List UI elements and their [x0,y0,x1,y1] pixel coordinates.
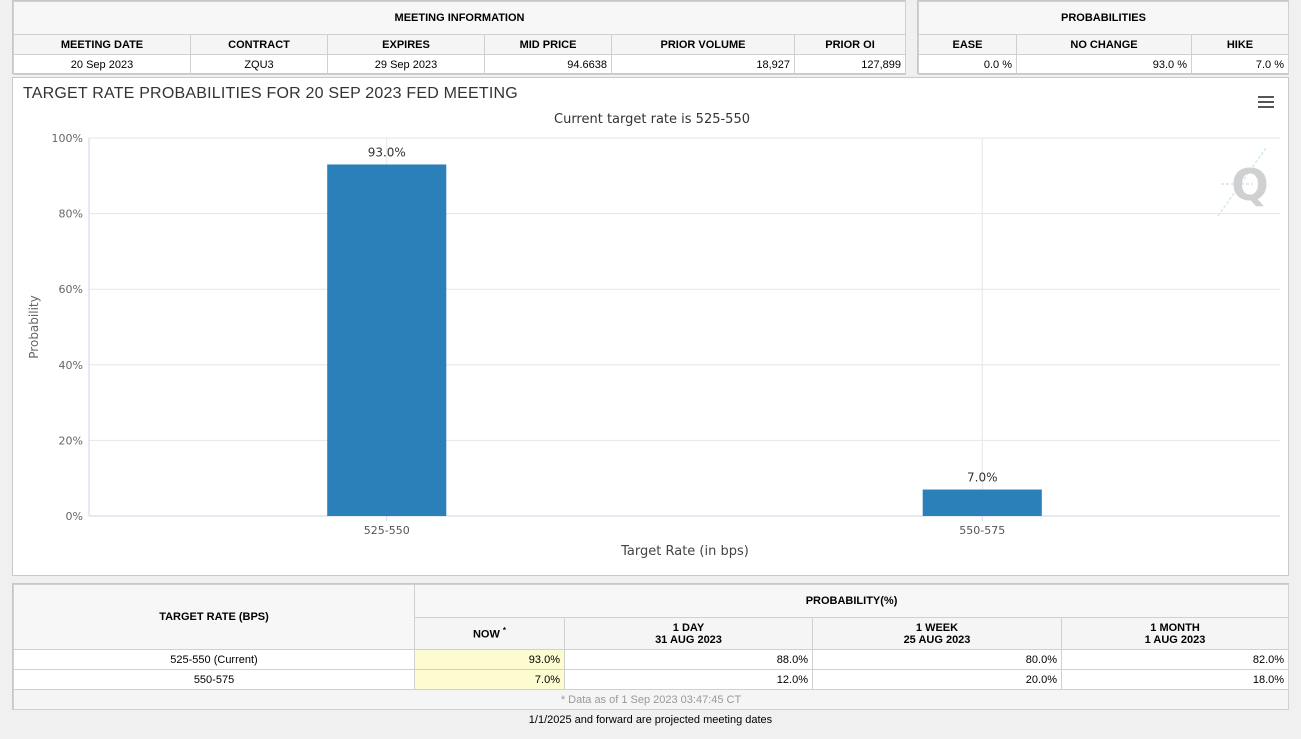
y-axis-label: Probability [27,295,41,358]
rate-cell: 525-550 (Current) [13,649,415,670]
y-tick-label: 40% [59,359,83,372]
week-cell: 20.0% [812,669,1062,690]
col-expires: EXPIRES [327,34,485,55]
probabilities-header: PROBABILITIES [917,1,1290,35]
now-cell: 7.0% [414,669,565,690]
x-tick-label: 550-575 [959,524,1005,537]
data-label: 7.0% [967,471,998,485]
probabilities-table: PROBABILITIES EASE NO CHANGE HIKE 0.0 % … [917,1,1290,75]
bar-525-550[interactable] [327,164,447,516]
no-change-value: 93.0 % [1016,54,1192,75]
y-axis-ticks: 0% 20% 40% 60% 80% 100% [52,132,83,523]
chart-panel: TARGET RATE PROBABILITIES FOR 20 SEP 202… [12,77,1289,576]
meeting-date-value: 20 Sep 2023 [13,54,191,75]
col-now: NOW * [414,617,565,650]
data-label: 93.0% [368,145,406,159]
col-no-change: NO CHANGE [1016,34,1192,55]
table-row: 550-575 7.0% 12.0% 20.0% 18.0% [13,669,1290,690]
rate-probability-table: TARGET RATE (BPS) PROBABILITY(%) NOW * 1… [12,584,1290,710]
col-ease: EASE [918,34,1017,55]
contract-value: ZQU3 [190,54,328,75]
day-cell: 12.0% [564,669,813,690]
meeting-info-header: MEETING INFORMATION [12,1,907,35]
y-tick-label: 60% [59,283,83,296]
month-cell: 18.0% [1060,669,1290,690]
x-tick-label: 525-550 [364,524,410,537]
y-tick-label: 80% [59,208,83,221]
probabilities-panel: PROBABILITIES EASE NO CHANGE HIKE 0.0 % … [917,0,1290,75]
table-row: 525-550 (Current) 93.0% 88.0% 80.0% 82.0… [13,649,1290,670]
now-cell: 93.0% [414,649,565,670]
col-1-day: 1 DAY 31 AUG 2023 [564,617,813,650]
col-1-week: 1 WEEK 25 AUG 2023 [812,617,1062,650]
q-logo-icon: Q [1217,147,1269,217]
col-meeting-date: MEETING DATE [13,34,191,55]
data-timestamp-note: * Data as of 1 Sep 2023 03:47:45 CT [12,689,1290,710]
rate-cell: 550-575 [13,669,415,690]
col-prior-oi: PRIOR OI [793,34,907,55]
watermark-text: Q [1231,160,1268,211]
prior-volume-value: 18,927 [611,54,795,75]
bar-chart: 0% 20% 40% 60% 80% 100% 93.0% 7.0% 525-550 550-… [27,112,1280,559]
y-tick-label: 0% [66,510,83,523]
target-rate-header: TARGET RATE (BPS) [13,584,415,650]
x-axis-label: Target Rate (in bps) [620,544,749,559]
mid-price-value: 94.6638 [484,54,612,75]
now-asterisk: * [502,626,507,636]
gridlines [88,137,1280,517]
meeting-info-panel: MEETING INFORMATION MEETING DATE CONTRAC… [12,0,907,75]
footer-note: 1/1/2025 and forward are projected meeti… [528,714,773,726]
chart-subtitle: Current target rate is 525-550 [554,112,750,127]
month-cell: 82.0% [1060,649,1290,670]
chart-title: TARGET RATE PROBABILITIES FOR 20 SEP 202… [23,85,518,102]
rate-table-panel: TARGET RATE (BPS) PROBABILITY(%) NOW * 1… [12,583,1290,710]
day-cell: 88.0% [564,649,813,670]
bars: 93.0% 7.0% [327,145,1042,516]
expires-value: 29 Sep 2023 [327,54,485,75]
col-prior-volume: PRIOR VOLUME [611,34,795,55]
week-cell: 80.0% [812,649,1062,670]
prior-oi-value: 127,899 [793,54,907,75]
hamburger-menu-icon[interactable] [1258,96,1274,108]
y-tick-label: 20% [59,434,83,447]
meeting-info-table: MEETING INFORMATION MEETING DATE CONTRAC… [12,1,907,75]
ease-value: 0.0 % [918,54,1017,75]
x-axis-ticks: 525-550 550-575 [364,516,1005,537]
y-tick-label: 100% [52,132,83,145]
col-contract: CONTRACT [190,34,328,55]
col-hike: HIKE [1190,34,1290,55]
hike-value: 7.0 % [1190,54,1290,75]
col-1-month: 1 MONTH 1 AUG 2023 [1060,617,1290,650]
bar-550-575[interactable] [922,489,1042,516]
col-mid-price: MID PRICE [484,34,612,55]
probability-header: PROBABILITY(%) [413,584,1290,618]
